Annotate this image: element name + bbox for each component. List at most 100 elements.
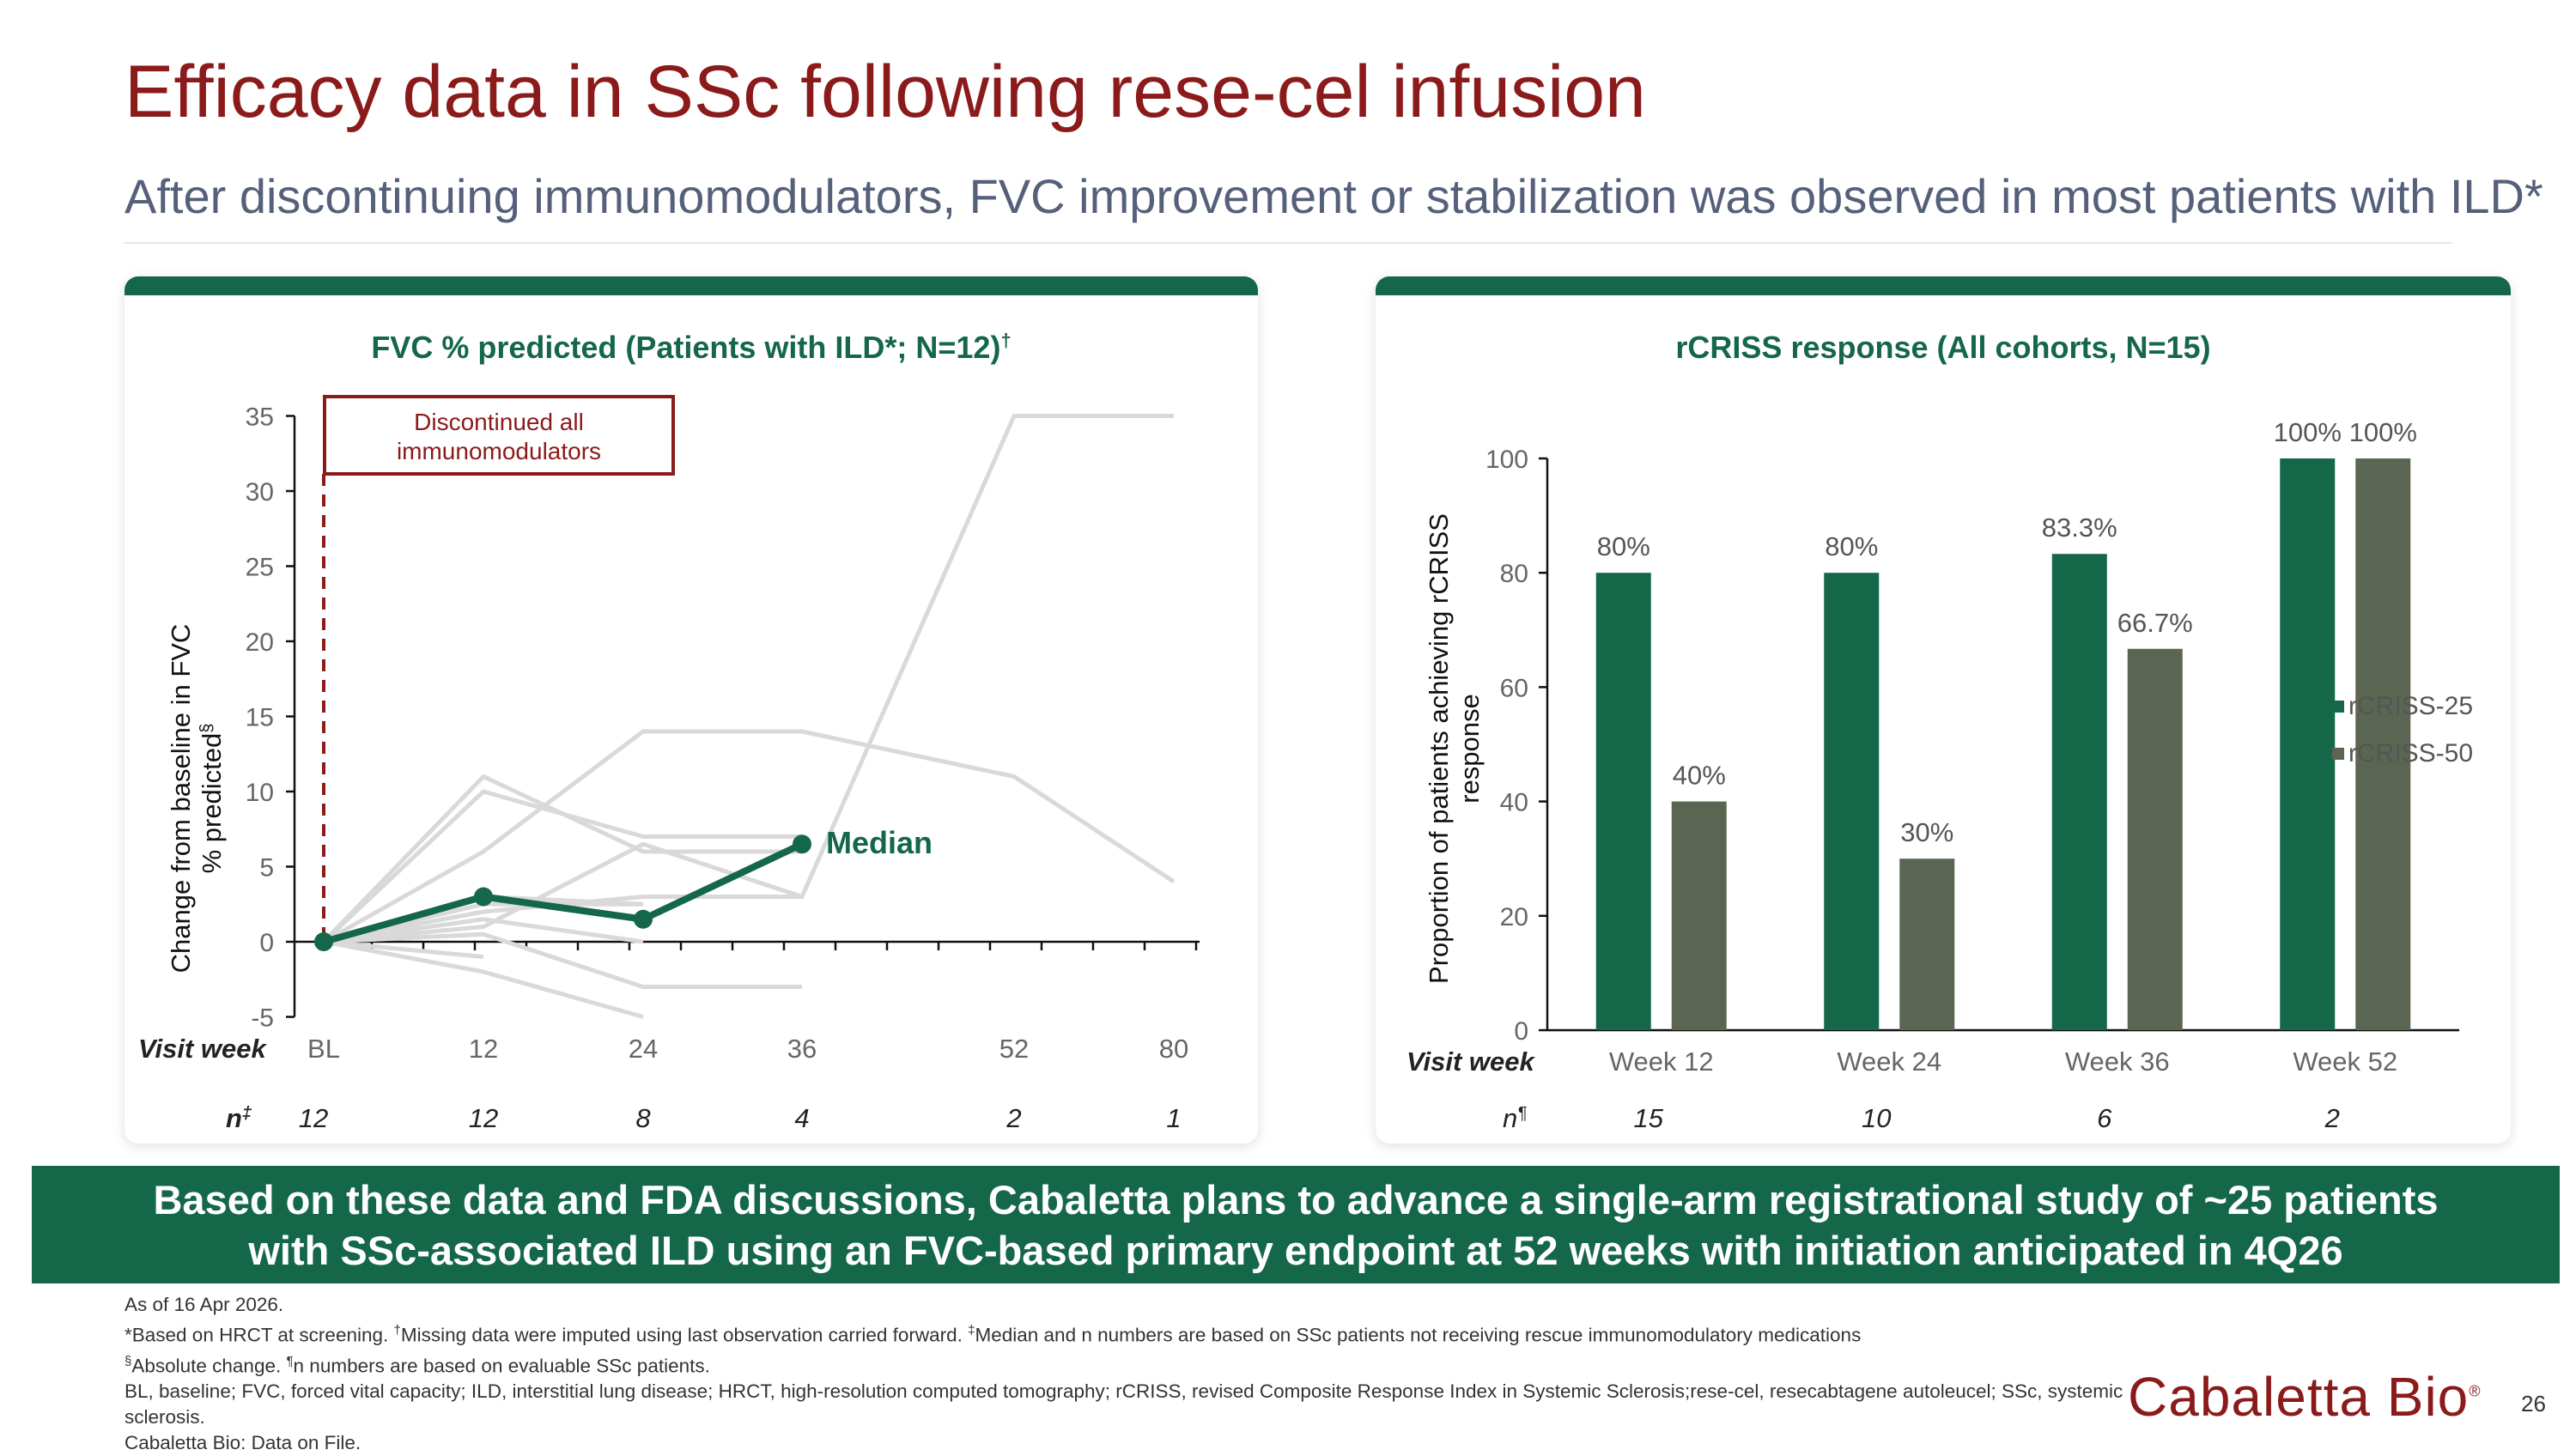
fvc-n-value: 2 xyxy=(1005,1103,1021,1133)
fvc-y-tick-label: 35 xyxy=(246,403,274,432)
footnotes: As of 16 Apr 2026. *Based on HRCT at scr… xyxy=(125,1292,2134,1456)
company-logo: Cabaletta Bio® xyxy=(2128,1365,2482,1429)
footnote-mark: ‡ xyxy=(968,1323,975,1338)
rcriss-n-value: 6 xyxy=(2097,1103,2112,1133)
footnote-text: Median and n numbers are based on SSc pa… xyxy=(975,1324,1862,1346)
banner-line2: with SSc-associated ILD using an FVC-bas… xyxy=(248,1227,2343,1273)
fvc-x-tick-label: 52 xyxy=(999,1034,1029,1064)
rcriss-n-value: 10 xyxy=(1862,1103,1891,1133)
fvc-individual-patient-line xyxy=(323,917,644,944)
fvc-chart-panel: FVC % predicted (Patients with ILD*; N=1… xyxy=(125,276,1258,1144)
rcriss-x-tick-label: Week 12 xyxy=(1609,1046,1714,1077)
fvc-individual-patient-line xyxy=(322,729,1176,944)
rcriss-n-label: n¶ xyxy=(1503,1103,1527,1133)
rcriss-x-tick-label: Week 52 xyxy=(2293,1046,2397,1077)
fvc-n-values: 12 12 8 4 2 1 xyxy=(299,1103,1182,1133)
fvc-median-line xyxy=(322,840,804,945)
fvc-n-value: 12 xyxy=(469,1103,498,1133)
fvc-median-series xyxy=(314,834,811,951)
fvc-x-tick-label: 12 xyxy=(469,1034,498,1064)
rcriss-data-label: 80% xyxy=(1825,531,1878,561)
panel-accent-bar xyxy=(1376,276,2511,295)
fvc-n-value: 4 xyxy=(794,1103,809,1133)
footnote-mark: § xyxy=(125,1353,132,1368)
fvc-y-tick-label: 5 xyxy=(259,854,274,883)
fvc-y-tick-label: 30 xyxy=(246,478,274,507)
rcriss-chart-title: rCRISS response (All cohorts, N=15) xyxy=(1675,330,2211,365)
logo-registered-mark: ® xyxy=(2469,1382,2482,1400)
fvc-median-point xyxy=(793,834,811,854)
rcriss-n-label-text: n xyxy=(1503,1103,1517,1133)
fvc-y-tick-label: 15 xyxy=(246,704,274,732)
slide-title: Efficacy data in SSc following rese-cel … xyxy=(125,51,1646,133)
fvc-n-value: 12 xyxy=(299,1103,328,1133)
rcriss-bar-rcriss-50 xyxy=(2127,648,2183,1030)
rcriss-x-tick-label: Week 36 xyxy=(2065,1046,2170,1077)
footnote-date: As of 16 Apr 2026. xyxy=(125,1294,284,1315)
discontinued-annotation-box xyxy=(323,395,675,476)
rcriss-n-value: 2 xyxy=(2324,1103,2340,1133)
banner-line1: Based on these data and FDA discussions,… xyxy=(153,1176,2439,1222)
rcriss-n-label-mark: ¶ xyxy=(1517,1104,1527,1123)
fvc-y-tick-label: 10 xyxy=(246,779,274,807)
rcriss-bar-rcriss-25 xyxy=(1824,573,1880,1030)
rcriss-data-label: 66.7% xyxy=(2117,608,2193,638)
slide-subtitle: After discontinuing immunomodulators, FV… xyxy=(125,169,2543,223)
footnote-text: *Based on HRCT at screening. xyxy=(125,1324,394,1346)
logo-text: Cabaletta Bio xyxy=(2128,1366,2470,1428)
rcriss-bar-rcriss-25 xyxy=(1595,573,1651,1030)
rcriss-data-label: 100% xyxy=(2349,417,2417,447)
rcriss-data-label: 30% xyxy=(1900,817,1953,847)
rcriss-chart-panel: rCRISS response (All cohorts, N=15) 0 20 4… xyxy=(1376,276,2511,1144)
rcriss-y-tick-label: 20 xyxy=(1500,903,1528,931)
conclusion-banner: Based on these data and FDA discussions,… xyxy=(32,1166,2560,1283)
footnote-text: Missing data were imputed using last obs… xyxy=(400,1324,969,1346)
fvc-n-value: 1 xyxy=(1166,1103,1181,1133)
rcriss-y-tick-label: 100 xyxy=(1485,446,1528,474)
legend-swatch xyxy=(2332,748,2344,760)
fvc-individual-lines xyxy=(322,414,1176,1019)
rcriss-bar-rcriss-50 xyxy=(1899,858,1955,1030)
fvc-y-axis-label-line2-text: % predicted xyxy=(197,733,227,874)
fvc-x-tick-label: 24 xyxy=(629,1034,658,1064)
fvc-chart-title: FVC % predicted (Patients with ILD*; N=1… xyxy=(125,330,1258,366)
rcriss-y-tick-label: 0 xyxy=(1514,1017,1528,1046)
fvc-annotation-layer: Discontinued all immunomodulators xyxy=(322,395,675,942)
fvc-median-point xyxy=(474,887,493,907)
legend-entry-label: rCRISS-50 xyxy=(2348,739,2473,767)
fvc-x-tick-label: BL xyxy=(307,1034,340,1064)
legend-swatch xyxy=(2332,701,2344,713)
fvc-y-tick-label: 25 xyxy=(246,554,274,582)
discontinued-annotation-line1: Discontinued all xyxy=(414,409,584,435)
fvc-individual-patient-line xyxy=(323,414,1174,944)
panel-accent-bar xyxy=(125,276,1258,295)
fvc-y-axis-label-line1: Change from baseline in FVC xyxy=(166,624,196,974)
footnote-definitions-1: *Based on HRCT at screening. †Missing da… xyxy=(125,1318,2134,1349)
fvc-median-point xyxy=(314,932,333,951)
rcriss-y-axis-label-line2: response xyxy=(1455,694,1485,804)
footnote-mark: ¶ xyxy=(286,1353,294,1368)
footnote-source: Cabaletta Bio: Data on File. xyxy=(125,1432,361,1453)
rcriss-bars: 80% 40% 80% 30% 83.3% 66.7% 100% 100% xyxy=(1595,417,2417,1030)
discontinued-annotation-line2: immunomodulators xyxy=(397,438,601,464)
fvc-y-tick-label: 20 xyxy=(246,628,274,657)
fvc-individual-patient-line xyxy=(323,939,484,959)
footnote-text: n numbers are based on evaluable SSc pat… xyxy=(293,1355,710,1376)
rcriss-y-axis-label-line1: Proportion of patients achieving rCRISS xyxy=(1424,513,1454,984)
fvc-x-tick-label: 80 xyxy=(1159,1034,1188,1064)
rcriss-legend: rCRISS-25 rCRISS-50 xyxy=(2332,692,2473,767)
rcriss-data-label: 80% xyxy=(1597,531,1650,561)
fvc-individual-patient-line xyxy=(322,774,802,943)
rcriss-n-value: 15 xyxy=(1634,1103,1664,1133)
rcriss-y-tick-label: 80 xyxy=(1500,560,1528,588)
rcriss-bar-rcriss-50 xyxy=(1671,801,1727,1030)
footnote-definitions-2: §Absolute change. ¶n numbers are based o… xyxy=(125,1349,2134,1380)
rcriss-n-values: 15 10 6 2 xyxy=(1634,1103,2340,1133)
fvc-y-axis-label-mark: § xyxy=(197,724,216,733)
rcriss-visit-week-label: Visit week xyxy=(1406,1046,1536,1077)
fvc-chart-title-text: FVC % predicted (Patients with ILD*; N=1… xyxy=(371,330,1001,365)
fvc-y-tick-label: 0 xyxy=(259,929,274,957)
title-divider xyxy=(125,242,2451,244)
rcriss-bar-rcriss-25 xyxy=(2051,554,2107,1030)
